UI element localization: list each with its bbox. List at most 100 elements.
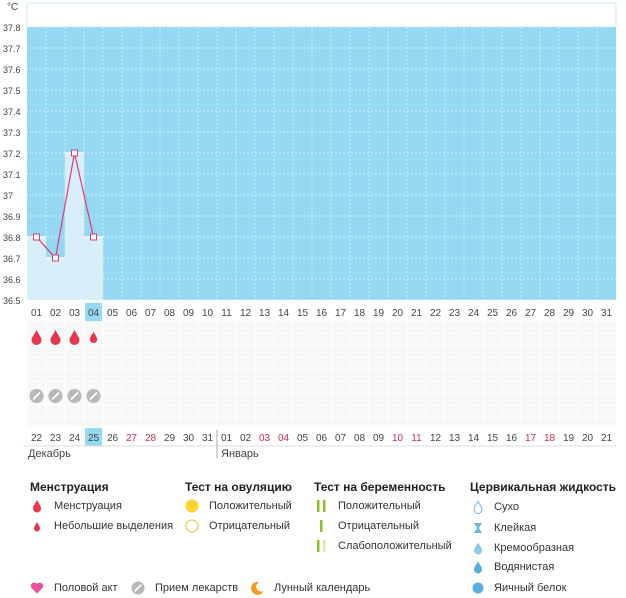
cycle-day-label: 31 [601,308,613,319]
medication-pill-line [51,391,60,401]
temperature-column [27,237,46,300]
cycle-day-label: 06 [126,308,138,319]
calendar-date-label: 17 [525,433,537,444]
legend-pregnancy-positive-label: Положительный [338,500,421,512]
calendar-date-label: 18 [544,433,556,444]
cycle-day-label: 03 [69,308,81,319]
y-tick-label: 37.4 [3,107,21,117]
temperature-column [65,153,84,300]
pregnancy-weak-icon [314,539,332,553]
legend-pregnancy-weak-label: Слабоположительный [338,540,452,552]
calendar-date-label: 05 [297,433,309,444]
light-spotting-drop [89,331,98,344]
temperature-point [71,149,78,157]
legend-pregnancy-title: Тест на беременность [314,480,446,494]
calendar-date-label: 28 [145,433,157,444]
temperature-point [33,233,40,241]
cycle-day-label: 22 [430,308,442,319]
cycle-day-label: 25 [487,308,499,319]
today-highlight [85,428,102,446]
legend-cervical-title: Цервикальная жидкость [470,480,617,494]
temperature-chart: 36.5 36.6 36.7 36.8 36.9 37 37.1 37.2 37.3 37.4 37… [3,2,617,460]
calendar-date-label: 03 [259,433,271,444]
legend-pregnancy-positive: Положительный [314,499,421,513]
temperature-column [46,258,65,300]
y-tick-label: 36.7 [3,254,21,264]
pill-icon [131,581,149,595]
calendar-date-label: 08 [354,433,366,444]
calendar-date-label: 24 [69,433,81,444]
y-tick-label: 37.3 [3,128,21,138]
legend-ovulation-positive: Положительный [185,499,292,513]
calendar-date-label: 26 [107,433,119,444]
current-day-highlight [85,303,102,321]
cycle-day-label: 21 [411,308,423,319]
legend-pregnancy-negative-label: Отрицательный [338,520,419,532]
calendar-date-label: 15 [487,433,499,444]
dry-drop-icon [470,500,488,514]
calendar-date-label: 09 [373,433,385,444]
y-unit-label: °C [7,2,18,13]
y-tick-label: 36.8 [3,233,21,243]
legend-menstruation-full: Менструация [30,499,122,513]
y-tick-label: 37.5 [3,86,21,96]
cycle-day-label: 01 [31,308,43,319]
y-tick-label: 36.6 [3,275,21,285]
legend-ovulation-negative: Отрицательный [185,519,290,533]
cycle-day-label: 05 [107,308,119,319]
ovulation-positive-icon [185,499,203,513]
plot-background [27,27,616,300]
pregnancy-positive-icon [314,499,332,513]
menstruation-drop [69,330,80,345]
y-tick-label: 36.9 [3,212,21,222]
pregnancy-negative-icon [314,519,332,533]
calendar-date-label: 29 [164,433,176,444]
small-blood-drop-icon [30,519,48,533]
cycle-day-label: 13 [259,308,271,319]
legend-cervical-creamy: Кремообразная [470,541,574,555]
cycle-day-label: 29 [563,308,575,319]
legend-intercourse-label: Половой акт [54,582,118,594]
calendar-date-label: 07 [335,433,347,444]
cycle-day-label: 08 [164,308,176,319]
calendar-date-label: 16 [506,433,518,444]
legend-cervical-egg-white: Яичный белок [470,581,566,595]
legend-ovulation-positive-label: Положительный [209,500,292,512]
cycle-day-label: 15 [297,308,309,319]
cycle-day-label: 02 [50,308,62,319]
legend-pregnancy-negative: Отрицательный [314,519,419,533]
y-tick-label: 37.6 [3,65,21,75]
moon-icon [250,581,268,595]
watery-drop-icon [470,560,488,574]
y-tick-label: 37 [3,191,13,201]
legend-pregnancy-weak: Слабоположительный [314,539,452,553]
sticky-icon [470,521,488,535]
calendar-date-label: 20 [582,433,594,444]
egg-white-icon [470,581,488,595]
legend-medication-label: Прием лекарств [155,582,239,594]
calendar-date-label: 10 [392,433,404,444]
cycle-day-label: 16 [316,308,328,319]
legend-cervical-sticky: Клейкая [470,521,536,535]
cycle-day-label: 12 [240,308,252,319]
month-label: Декабрь [28,448,71,460]
cycle-day-label: 18 [354,308,366,319]
events-area [27,321,616,426]
plot-top-band [26,2,617,28]
y-tick-label: 37.7 [3,44,21,54]
calendar-date-label: 30 [183,433,195,444]
legend-ovulation-negative-label: Отрицательный [209,520,290,532]
calendar-date-label: 01 [221,433,233,444]
calendar-date-label: 02 [240,433,252,444]
calendar-date-label: 19 [563,433,575,444]
y-tick-label: 36.5 [3,296,21,306]
medication-pill-line [89,391,98,401]
calendar-date-label: 23 [50,433,62,444]
legend-cervical-egg-white-label: Яичный белок [494,582,567,594]
calendar-date-label: 25 [88,433,100,444]
temperature-line [36,152,95,260]
legend-menstruation-title: Менструация [30,480,109,494]
cycle-day-label: 09 [183,308,195,319]
legend-menstruation-light-label: Небольшие выделения [54,520,174,532]
